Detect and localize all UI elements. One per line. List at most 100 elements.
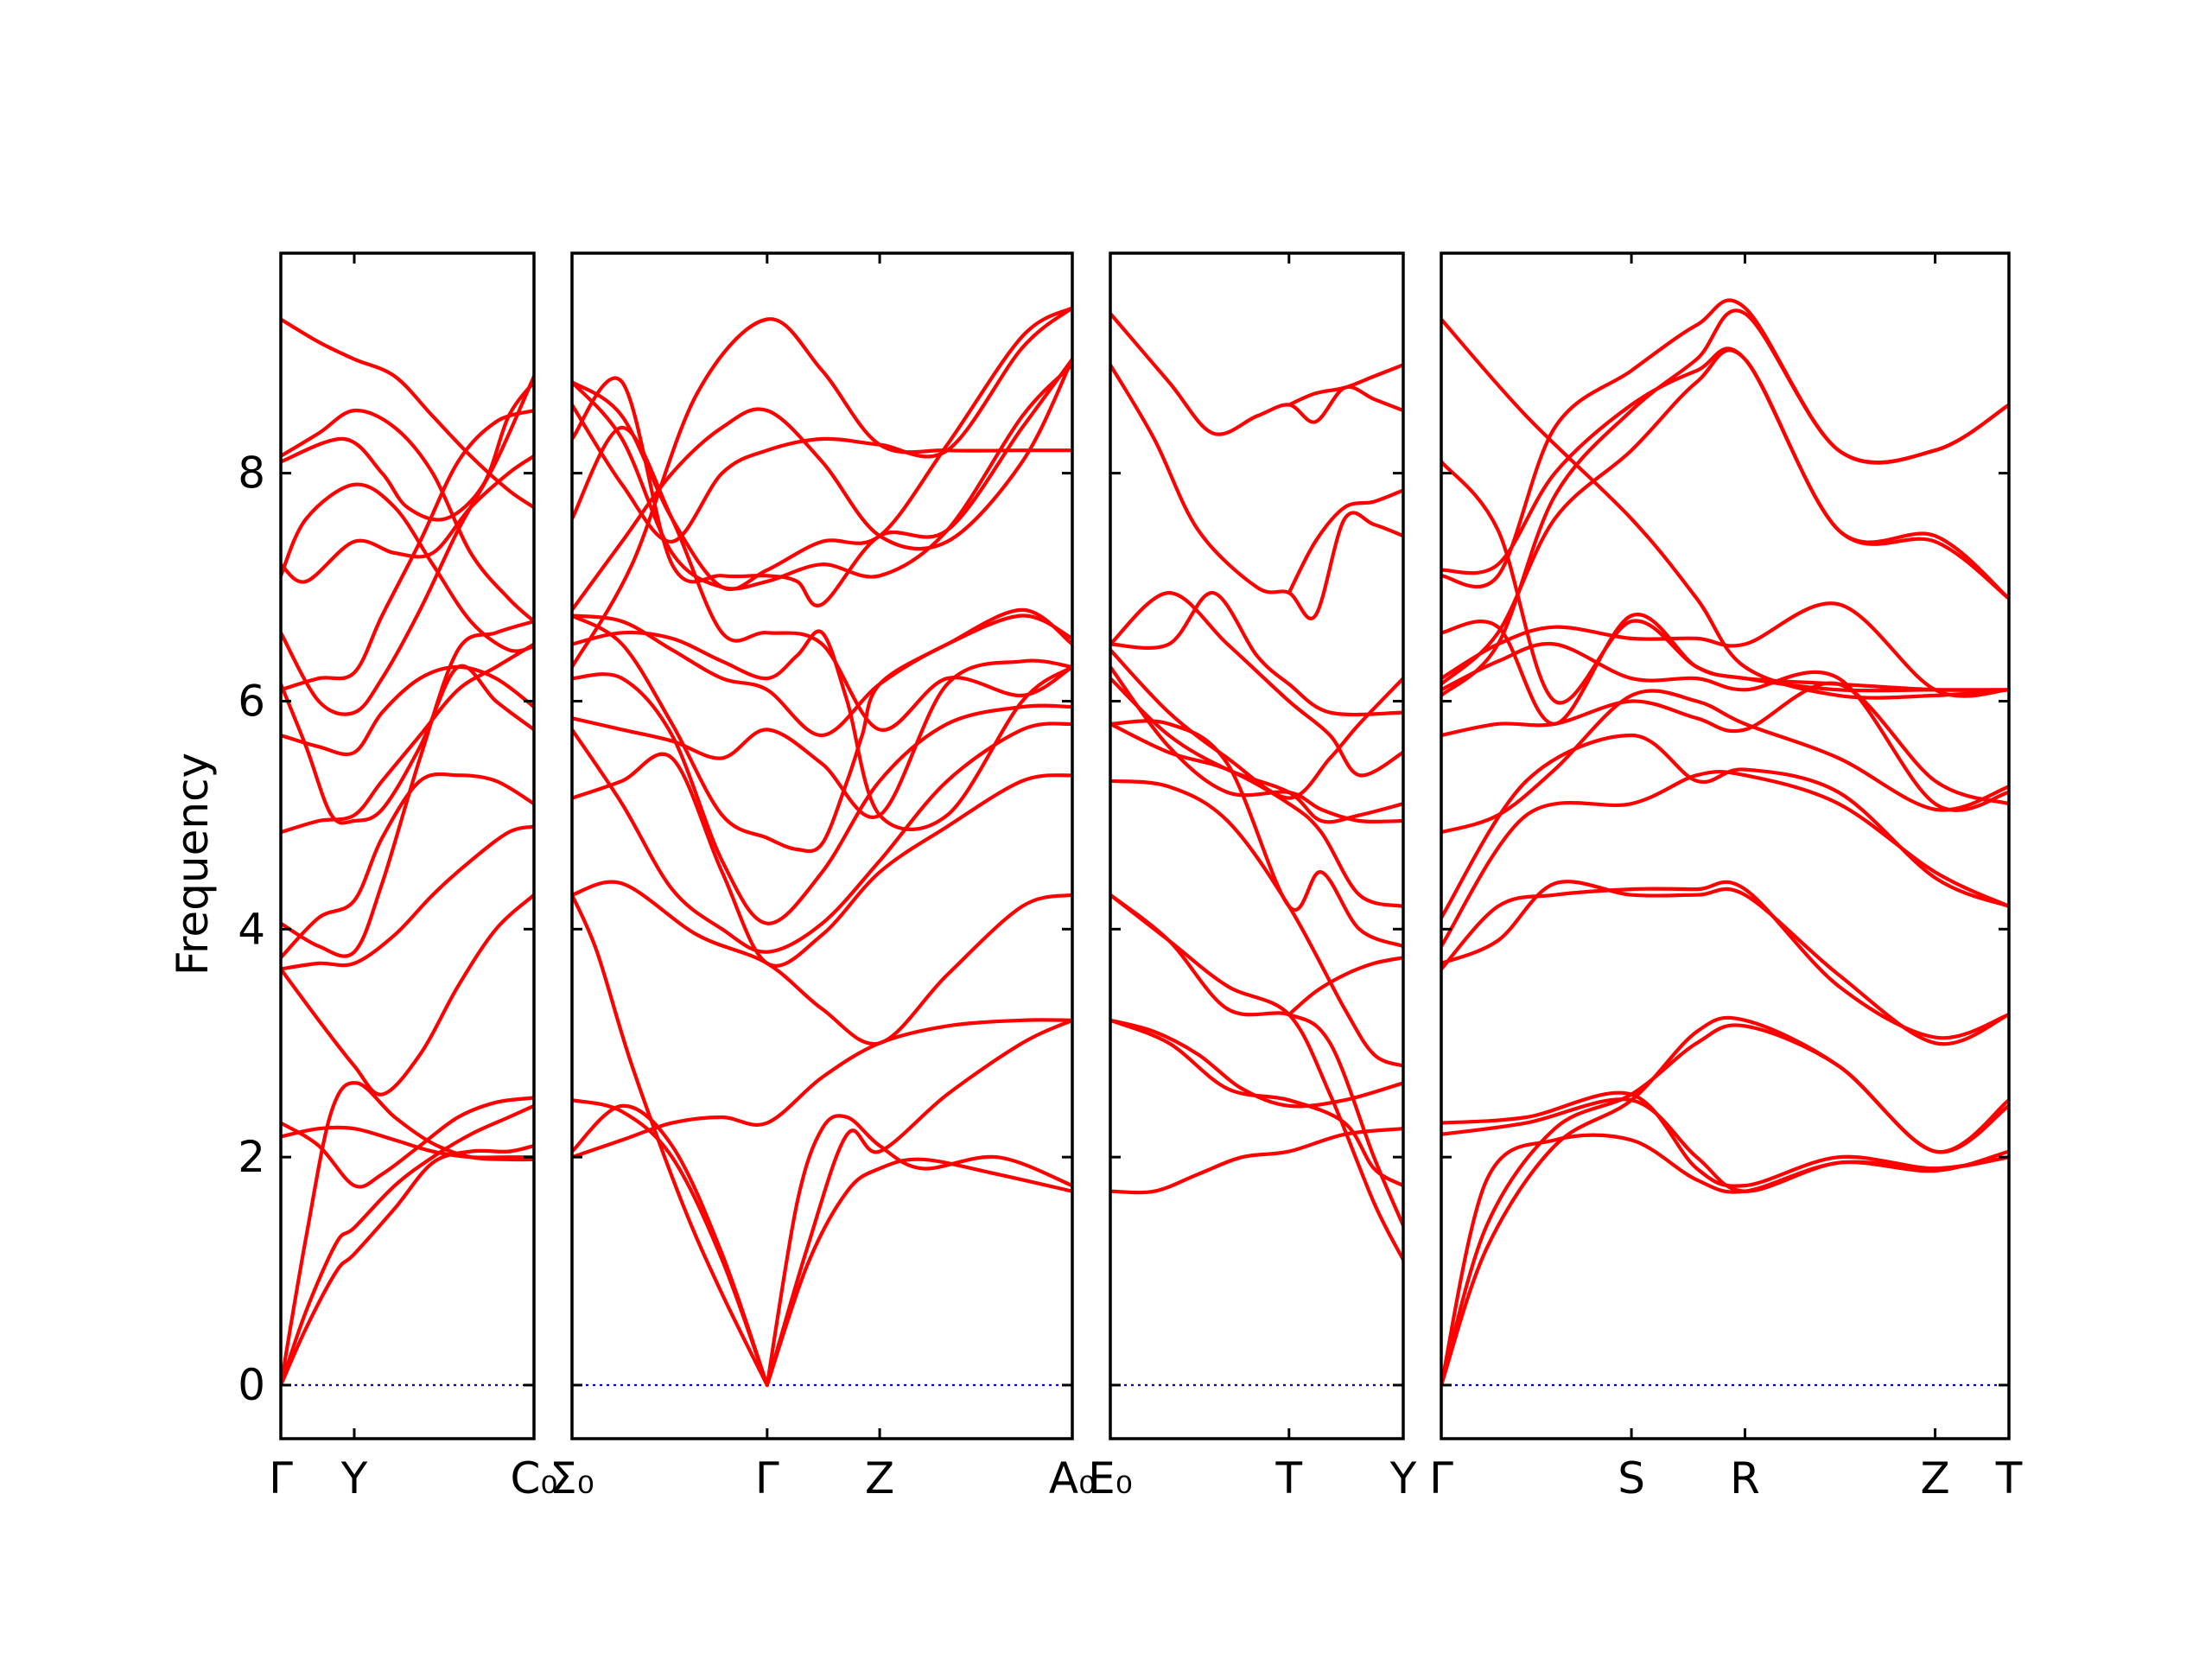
band-line-14 bbox=[281, 409, 534, 692]
x-tick-label: Y bbox=[340, 1453, 368, 1503]
bands bbox=[1110, 311, 1403, 1262]
x-tick-label: Y bbox=[1389, 1453, 1417, 1503]
band-line-15 bbox=[281, 454, 534, 584]
band-line-6 bbox=[765, 1114, 1072, 1388]
band-line-15 bbox=[572, 607, 1072, 854]
y-axis-label: Frequency bbox=[168, 753, 218, 976]
x-tick-label: Z bbox=[1920, 1453, 1949, 1503]
band-line-5 bbox=[765, 1018, 1072, 1388]
band-line-3 bbox=[572, 893, 769, 1388]
band-line-12 bbox=[572, 629, 1072, 831]
y-tick-label: 6 bbox=[238, 676, 265, 726]
band-line-21 bbox=[572, 306, 1072, 543]
band-line-5 bbox=[281, 1125, 534, 1160]
band-line-9 bbox=[572, 752, 1072, 968]
band-line-5 bbox=[1441, 1097, 2009, 1193]
x-tick-label: T bbox=[1275, 1453, 1303, 1503]
band-line-2 bbox=[1110, 1018, 1403, 1109]
band-line-6 bbox=[281, 893, 534, 1096]
band-line-13 bbox=[281, 374, 534, 716]
band-line-13 bbox=[1110, 591, 1403, 778]
band-line-12 bbox=[1110, 648, 1403, 800]
band-line-10 bbox=[572, 721, 1072, 954]
band-line-6 bbox=[1287, 956, 1403, 1017]
band-line-11 bbox=[1441, 681, 2009, 806]
x-tick-label: Γ bbox=[269, 1453, 293, 1503]
band-line-12 bbox=[1441, 641, 2009, 812]
axes-frame bbox=[1440, 251, 2011, 1440]
band-line-4 bbox=[281, 1096, 534, 1189]
band-line-2 bbox=[281, 1103, 534, 1388]
panel-2: Σ₀ Γ Z A₀ bbox=[550, 251, 1096, 1503]
band-line-14 bbox=[1110, 591, 1403, 717]
x-tick-label: Z bbox=[865, 1453, 894, 1503]
band-line-8 bbox=[1110, 719, 1403, 949]
band-line-10 bbox=[281, 642, 534, 835]
band-line-18 bbox=[281, 317, 534, 510]
axes-frame bbox=[1109, 251, 1405, 1440]
panel-1: 0 2 4 6 8 Γ Y C₀ bbox=[238, 251, 558, 1503]
band-line-11 bbox=[572, 672, 1072, 925]
axes-frame bbox=[279, 251, 536, 1440]
x-tick-label: E₀ bbox=[1088, 1453, 1133, 1503]
x-tick-label: R bbox=[1730, 1453, 1760, 1503]
y-tick-label: 4 bbox=[238, 904, 265, 954]
band-line-2 bbox=[572, 1098, 769, 1388]
x-tick-label: T bbox=[1995, 1453, 2023, 1503]
band-line-19 bbox=[572, 363, 1072, 591]
band-line-8 bbox=[572, 880, 1072, 1046]
band-line-20 bbox=[1441, 308, 2009, 697]
x-tick-label: C₀ bbox=[511, 1453, 558, 1503]
bands bbox=[1441, 298, 2009, 1388]
x-tick-label: Γ bbox=[755, 1453, 779, 1503]
panel-3: E₀ T Y bbox=[1088, 251, 1417, 1503]
band-line-9 bbox=[1441, 733, 2009, 920]
band-line-13 bbox=[1441, 601, 2009, 698]
band-line-8 bbox=[1441, 769, 2009, 949]
x-tick-label: Γ bbox=[1429, 1453, 1453, 1503]
y-tick-label: 0 bbox=[238, 1360, 265, 1410]
axes-frame bbox=[570, 251, 1074, 1440]
band-line-7 bbox=[572, 1018, 1072, 1160]
band-line-17 bbox=[1441, 460, 2009, 705]
bands bbox=[572, 306, 1072, 1388]
band-line-18 bbox=[1287, 488, 1403, 595]
bands bbox=[281, 317, 534, 1388]
band-line-6 bbox=[1441, 880, 2009, 1046]
band-line-8 bbox=[281, 772, 534, 960]
band-line-17 bbox=[572, 357, 1072, 607]
band-line-15 bbox=[1110, 363, 1403, 620]
band-line-16 bbox=[281, 482, 534, 653]
band-line-2 bbox=[1441, 1023, 2009, 1388]
band-line-22 bbox=[572, 317, 1072, 669]
band-line-11 bbox=[1110, 677, 1403, 824]
band-line-16 bbox=[1110, 311, 1403, 436]
band-line-10 bbox=[1110, 664, 1403, 824]
band-line-10 bbox=[1441, 689, 2009, 835]
band-line-7 bbox=[281, 824, 534, 971]
x-tick-label: S bbox=[1618, 1453, 1645, 1503]
band-line-20 bbox=[572, 306, 1072, 592]
band-line-1 bbox=[281, 1143, 534, 1388]
band-line-19 bbox=[281, 380, 534, 522]
band-line-12 bbox=[281, 664, 534, 825]
band-line-4 bbox=[765, 1157, 1072, 1388]
y-tick-label: 8 bbox=[238, 448, 265, 499]
band-line-17 bbox=[1287, 363, 1403, 407]
band-line-14 bbox=[572, 613, 1072, 738]
band-line-15 bbox=[1441, 346, 2009, 601]
y-tick-label: 2 bbox=[238, 1132, 265, 1182]
band-line-17 bbox=[281, 408, 534, 624]
band-line-3 bbox=[1441, 1133, 2009, 1388]
band-line-13 bbox=[572, 658, 1072, 819]
band-line-9 bbox=[1110, 721, 1403, 908]
x-tick-label: A₀ bbox=[1049, 1453, 1096, 1503]
band-line-18 bbox=[1441, 317, 2009, 700]
band-line-3 bbox=[1110, 1018, 1403, 1188]
band-line-11 bbox=[281, 664, 534, 757]
band-line-7 bbox=[1441, 880, 2009, 1040]
